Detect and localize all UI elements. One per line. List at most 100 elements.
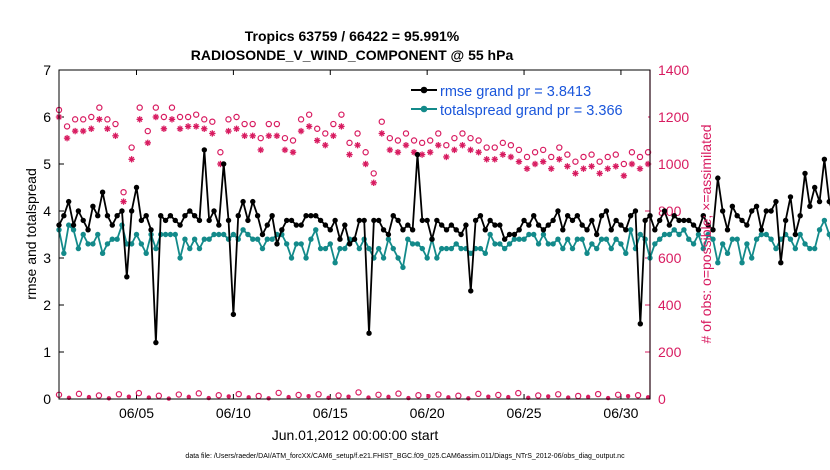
x-tick-label: 06/10 xyxy=(216,405,251,421)
obs-possible-marker xyxy=(160,113,168,121)
totalspread-point xyxy=(792,245,799,252)
obs-assimilated-marker xyxy=(88,125,95,132)
totalspread-point xyxy=(70,227,77,233)
totalspread-point xyxy=(332,260,338,266)
totalspread-point xyxy=(453,241,459,247)
totalspread-point xyxy=(671,227,677,233)
totalspread-point xyxy=(303,255,309,261)
rmse-point xyxy=(555,208,561,214)
rmse-point xyxy=(85,227,91,233)
rmse-point xyxy=(715,175,721,181)
obs-assimilated-marker xyxy=(273,132,281,139)
totalspread-point xyxy=(729,236,736,242)
totalspread-point xyxy=(458,245,464,252)
totalspread-point xyxy=(603,236,610,242)
rmse-point xyxy=(90,203,96,209)
rmse-point xyxy=(497,222,503,228)
obs-assimilated-marker xyxy=(362,160,369,168)
totalspread-point xyxy=(608,245,614,252)
rmse-point xyxy=(681,217,687,224)
obs-possible-marker xyxy=(120,188,127,196)
totalspread-point xyxy=(797,231,803,238)
obs-possible-marker xyxy=(201,116,208,123)
obs-possible-marker xyxy=(370,170,377,177)
totalspread-point xyxy=(395,255,401,261)
plot-area xyxy=(58,69,651,400)
obs-assimilated-marker xyxy=(209,130,216,137)
rmse-point xyxy=(80,217,86,224)
obs-low-possible-marker xyxy=(415,392,422,399)
totalspread-point xyxy=(594,245,600,252)
rmse-point xyxy=(313,213,319,219)
totalspread-point xyxy=(385,236,392,242)
totalspread-point xyxy=(419,245,426,252)
rmse-point xyxy=(245,217,251,224)
rmse-point xyxy=(225,217,232,224)
totalspread-point xyxy=(216,231,222,238)
obs-assimilated-marker xyxy=(531,160,539,168)
obs-possible-marker xyxy=(330,120,337,128)
obs-assimilated-marker xyxy=(588,163,595,170)
obs-possible-marker xyxy=(88,113,95,121)
obs-assimilated-marker xyxy=(71,127,79,135)
x-axis-label: Jun.01,2012 00:00:00 start xyxy=(272,427,439,443)
obs-possible-marker xyxy=(443,141,450,149)
obs-assimilated-marker xyxy=(378,130,385,137)
rmse-point xyxy=(642,217,648,224)
obs-possible-marker xyxy=(491,144,498,151)
rmse-point xyxy=(632,208,639,214)
totalspread-point xyxy=(598,236,605,242)
obs-assimilated-marker xyxy=(523,165,531,172)
rmse-point xyxy=(143,213,149,219)
totalspread-point xyxy=(700,245,706,252)
obs-possible-marker xyxy=(451,134,458,142)
rmse-point xyxy=(128,208,135,214)
obs-possible-marker xyxy=(467,134,474,142)
rmse-point xyxy=(535,222,542,228)
obs-possible-marker xyxy=(362,149,369,156)
obs-assimilated-marker xyxy=(483,156,490,163)
obs-low-possible-marker xyxy=(255,392,262,400)
rmse-point xyxy=(376,217,382,224)
totalspread-point xyxy=(317,245,324,252)
obs-possible-marker xyxy=(184,113,192,121)
obs-possible-marker xyxy=(346,139,353,147)
totalspread-point xyxy=(283,241,290,247)
rmse-point xyxy=(172,217,178,224)
rmse-point xyxy=(550,217,556,224)
rmse-point xyxy=(414,151,421,158)
totalspread-point xyxy=(719,241,726,247)
obs-low-possible-marker xyxy=(275,389,282,397)
obs-assimilated-marker xyxy=(443,153,450,161)
totalspread-point xyxy=(695,231,702,238)
obs-low-assimilated-marker xyxy=(466,396,471,401)
rmse-point xyxy=(443,227,450,233)
obs-possible-marker xyxy=(394,137,402,144)
rmse-point xyxy=(816,198,823,205)
obs-possible-marker xyxy=(281,134,289,142)
rmse-point xyxy=(797,213,803,219)
obs-low-possible-marker xyxy=(95,392,103,399)
obs-assimilated-marker xyxy=(394,149,402,156)
obs-low-possible-marker xyxy=(75,390,83,398)
obs-low-possible-marker xyxy=(634,392,642,399)
totalspread-point xyxy=(221,231,227,238)
obs-low-assimilated-marker xyxy=(406,395,411,401)
obs-possible-marker xyxy=(80,116,87,123)
obs-assimilated-marker xyxy=(451,146,458,154)
totalspread-point xyxy=(526,231,532,238)
rmse-point xyxy=(346,241,353,247)
obs-possible-marker xyxy=(63,123,71,130)
obs-assimilated-marker xyxy=(128,156,135,163)
totalspread-point xyxy=(196,245,203,252)
obs-possible-marker xyxy=(556,144,563,151)
obs-possible-marker xyxy=(564,151,571,158)
obs-assimilated-marker xyxy=(297,127,305,135)
data-file-footnote: data file: /Users/raeder/DAI/ATM_forcXX/… xyxy=(185,453,625,460)
obs-assimilated-marker xyxy=(265,132,273,139)
totalspread-point xyxy=(807,245,813,252)
totalspread-point xyxy=(90,241,96,247)
rmse-point xyxy=(99,189,106,195)
obs-assimilated-marker xyxy=(636,165,644,172)
rmse-point xyxy=(589,217,595,224)
